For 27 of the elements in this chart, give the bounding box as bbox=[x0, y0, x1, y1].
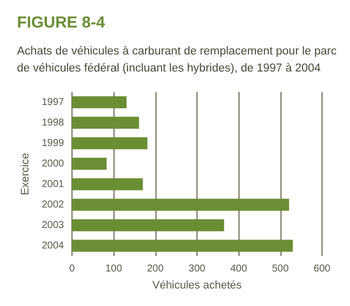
y-tick-label: 2000 bbox=[42, 158, 64, 170]
bar bbox=[72, 116, 140, 129]
x-tick-label: 500 bbox=[272, 264, 290, 274]
x-axis-title: Véhicules achetés bbox=[152, 280, 242, 292]
x-tick-label: 100 bbox=[105, 264, 122, 274]
x-tick-label: 600 bbox=[314, 264, 331, 274]
bar bbox=[72, 219, 224, 232]
bar bbox=[72, 158, 107, 170]
bar bbox=[72, 240, 293, 252]
chart-title: FIGURE 8-4 bbox=[17, 14, 106, 32]
y-tick-label: 1997 bbox=[42, 96, 64, 108]
y-tick-label: 2004 bbox=[42, 240, 64, 252]
y-tick-label: 2001 bbox=[42, 178, 64, 190]
y-tick-label: 1998 bbox=[42, 117, 64, 128]
y-tick-label: 2003 bbox=[42, 220, 64, 231]
bar bbox=[72, 137, 148, 150]
chart-subtitle: Achats de véhicules à carburant de remplacement pour le parc de véhicules fédéral (incluant les hybrides), de 1997 à 2004 bbox=[17, 46, 337, 74]
bar bbox=[72, 198, 290, 211]
y-tick-label: 1999 bbox=[42, 138, 64, 149]
bar bbox=[72, 178, 143, 190]
x-tick-label: 0 bbox=[69, 264, 76, 274]
y-axis-title: Exercice bbox=[19, 152, 32, 196]
y-tick-label: 2002 bbox=[42, 199, 64, 210]
x-tick-label: 200 bbox=[146, 264, 164, 274]
x-tick-label: 300 bbox=[188, 264, 206, 274]
x-tick-label: 400 bbox=[230, 264, 248, 274]
bar bbox=[72, 96, 127, 108]
